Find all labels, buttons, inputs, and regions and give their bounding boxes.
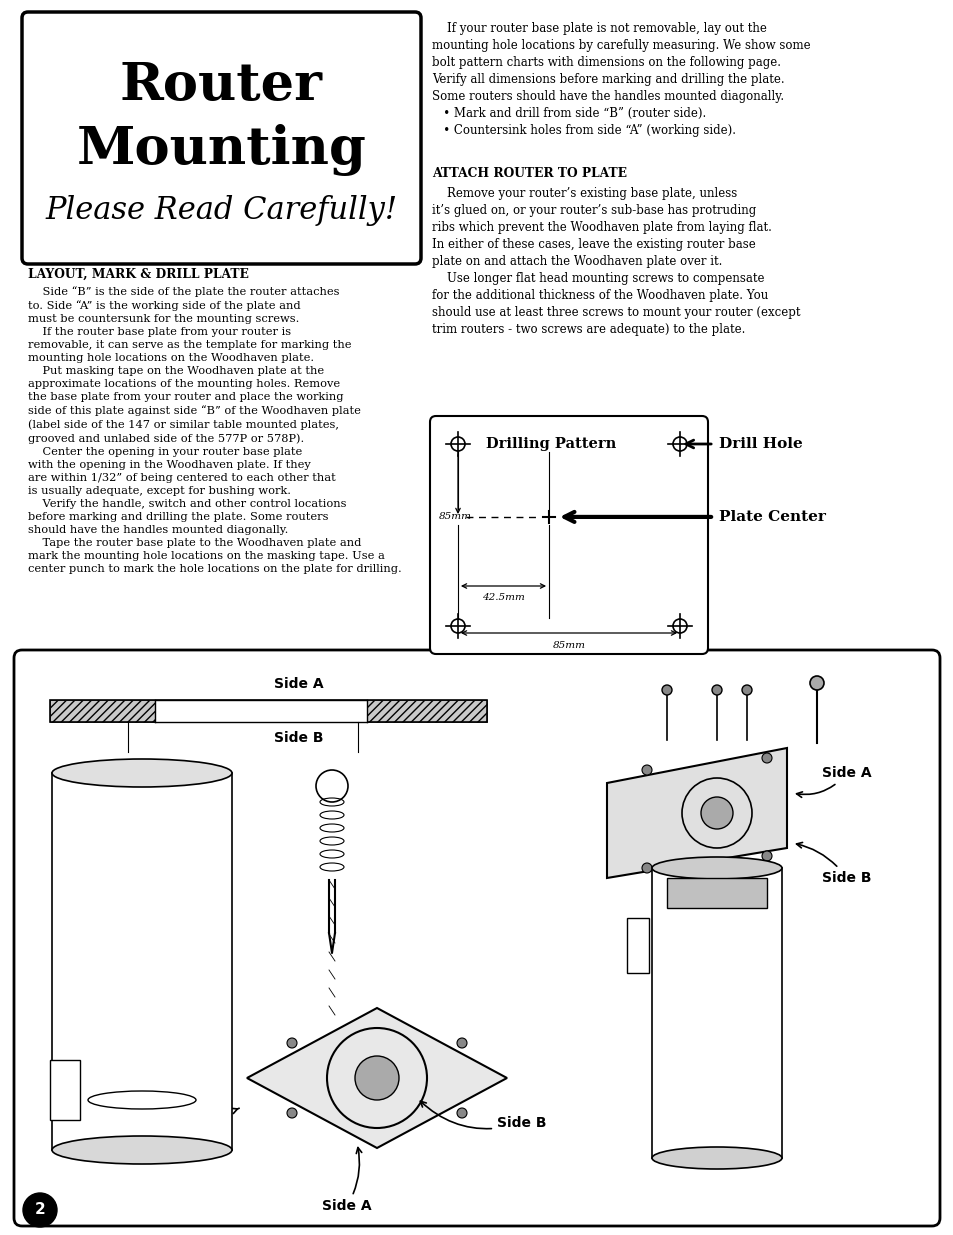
FancyBboxPatch shape	[430, 416, 707, 655]
Ellipse shape	[52, 1136, 232, 1165]
Circle shape	[355, 1056, 398, 1100]
Text: Router: Router	[120, 59, 323, 111]
Bar	[52, 773, 232, 1150]
Bar	[626, 918, 648, 973]
Circle shape	[741, 685, 751, 695]
Bar	[154, 700, 367, 722]
Text: Remove your router’s existing base plate, unless
it’s glued on, or your router’s: Remove your router’s existing base plate…	[432, 186, 800, 336]
Circle shape	[641, 863, 651, 873]
Circle shape	[711, 685, 721, 695]
Polygon shape	[606, 748, 786, 878]
Ellipse shape	[651, 857, 781, 879]
Circle shape	[315, 769, 348, 802]
Circle shape	[287, 1108, 296, 1118]
Bar	[666, 878, 766, 908]
Circle shape	[456, 1108, 467, 1118]
Circle shape	[809, 676, 823, 690]
Text: LAYOUT, MARK & DRILL PLATE: LAYOUT, MARK & DRILL PLATE	[28, 268, 249, 282]
Text: Side “B” is the side of the plate the router attaches
to. Side “A” is the workin: Side “B” is the side of the plate the ro…	[28, 287, 401, 574]
FancyBboxPatch shape	[22, 12, 420, 264]
Ellipse shape	[651, 1147, 781, 1170]
Text: Plate Center: Plate Center	[719, 510, 825, 524]
Circle shape	[761, 753, 771, 763]
Bar	[50, 1060, 80, 1120]
Text: Drill Hole: Drill Hole	[719, 437, 801, 451]
Text: Side A: Side A	[796, 766, 871, 798]
Bar	[50, 700, 154, 722]
Circle shape	[761, 851, 771, 861]
Ellipse shape	[52, 760, 232, 787]
Circle shape	[23, 1193, 57, 1228]
Text: Side A: Side A	[322, 1147, 372, 1213]
Circle shape	[661, 685, 671, 695]
Text: 85mm: 85mm	[552, 641, 585, 650]
Text: Side B: Side B	[420, 1102, 546, 1130]
Text: 2: 2	[34, 1203, 46, 1218]
Ellipse shape	[88, 1091, 195, 1109]
Text: Side B: Side B	[796, 842, 871, 885]
Text: Please Read Carefully!: Please Read Carefully!	[46, 194, 397, 226]
Bar	[367, 700, 486, 722]
Text: ATTACH ROUTER TO PLATE: ATTACH ROUTER TO PLATE	[432, 167, 626, 180]
Text: 85mm: 85mm	[438, 513, 472, 521]
Circle shape	[287, 1037, 296, 1049]
FancyBboxPatch shape	[14, 650, 939, 1226]
Text: 42.5mm: 42.5mm	[481, 594, 524, 603]
Text: Mounting: Mounting	[76, 124, 366, 177]
Text: Side A: Side A	[274, 677, 323, 692]
Text: Side B: Side B	[274, 731, 323, 745]
Text: If your router base plate is not removable, lay out the
mounting hole locations : If your router base plate is not removab…	[432, 22, 810, 137]
Circle shape	[456, 1037, 467, 1049]
Polygon shape	[247, 1008, 506, 1149]
Bar	[50, 700, 486, 722]
Circle shape	[641, 764, 651, 776]
Text: Drilling Pattern: Drilling Pattern	[485, 437, 616, 451]
Circle shape	[700, 797, 732, 829]
Bar	[651, 868, 781, 1158]
